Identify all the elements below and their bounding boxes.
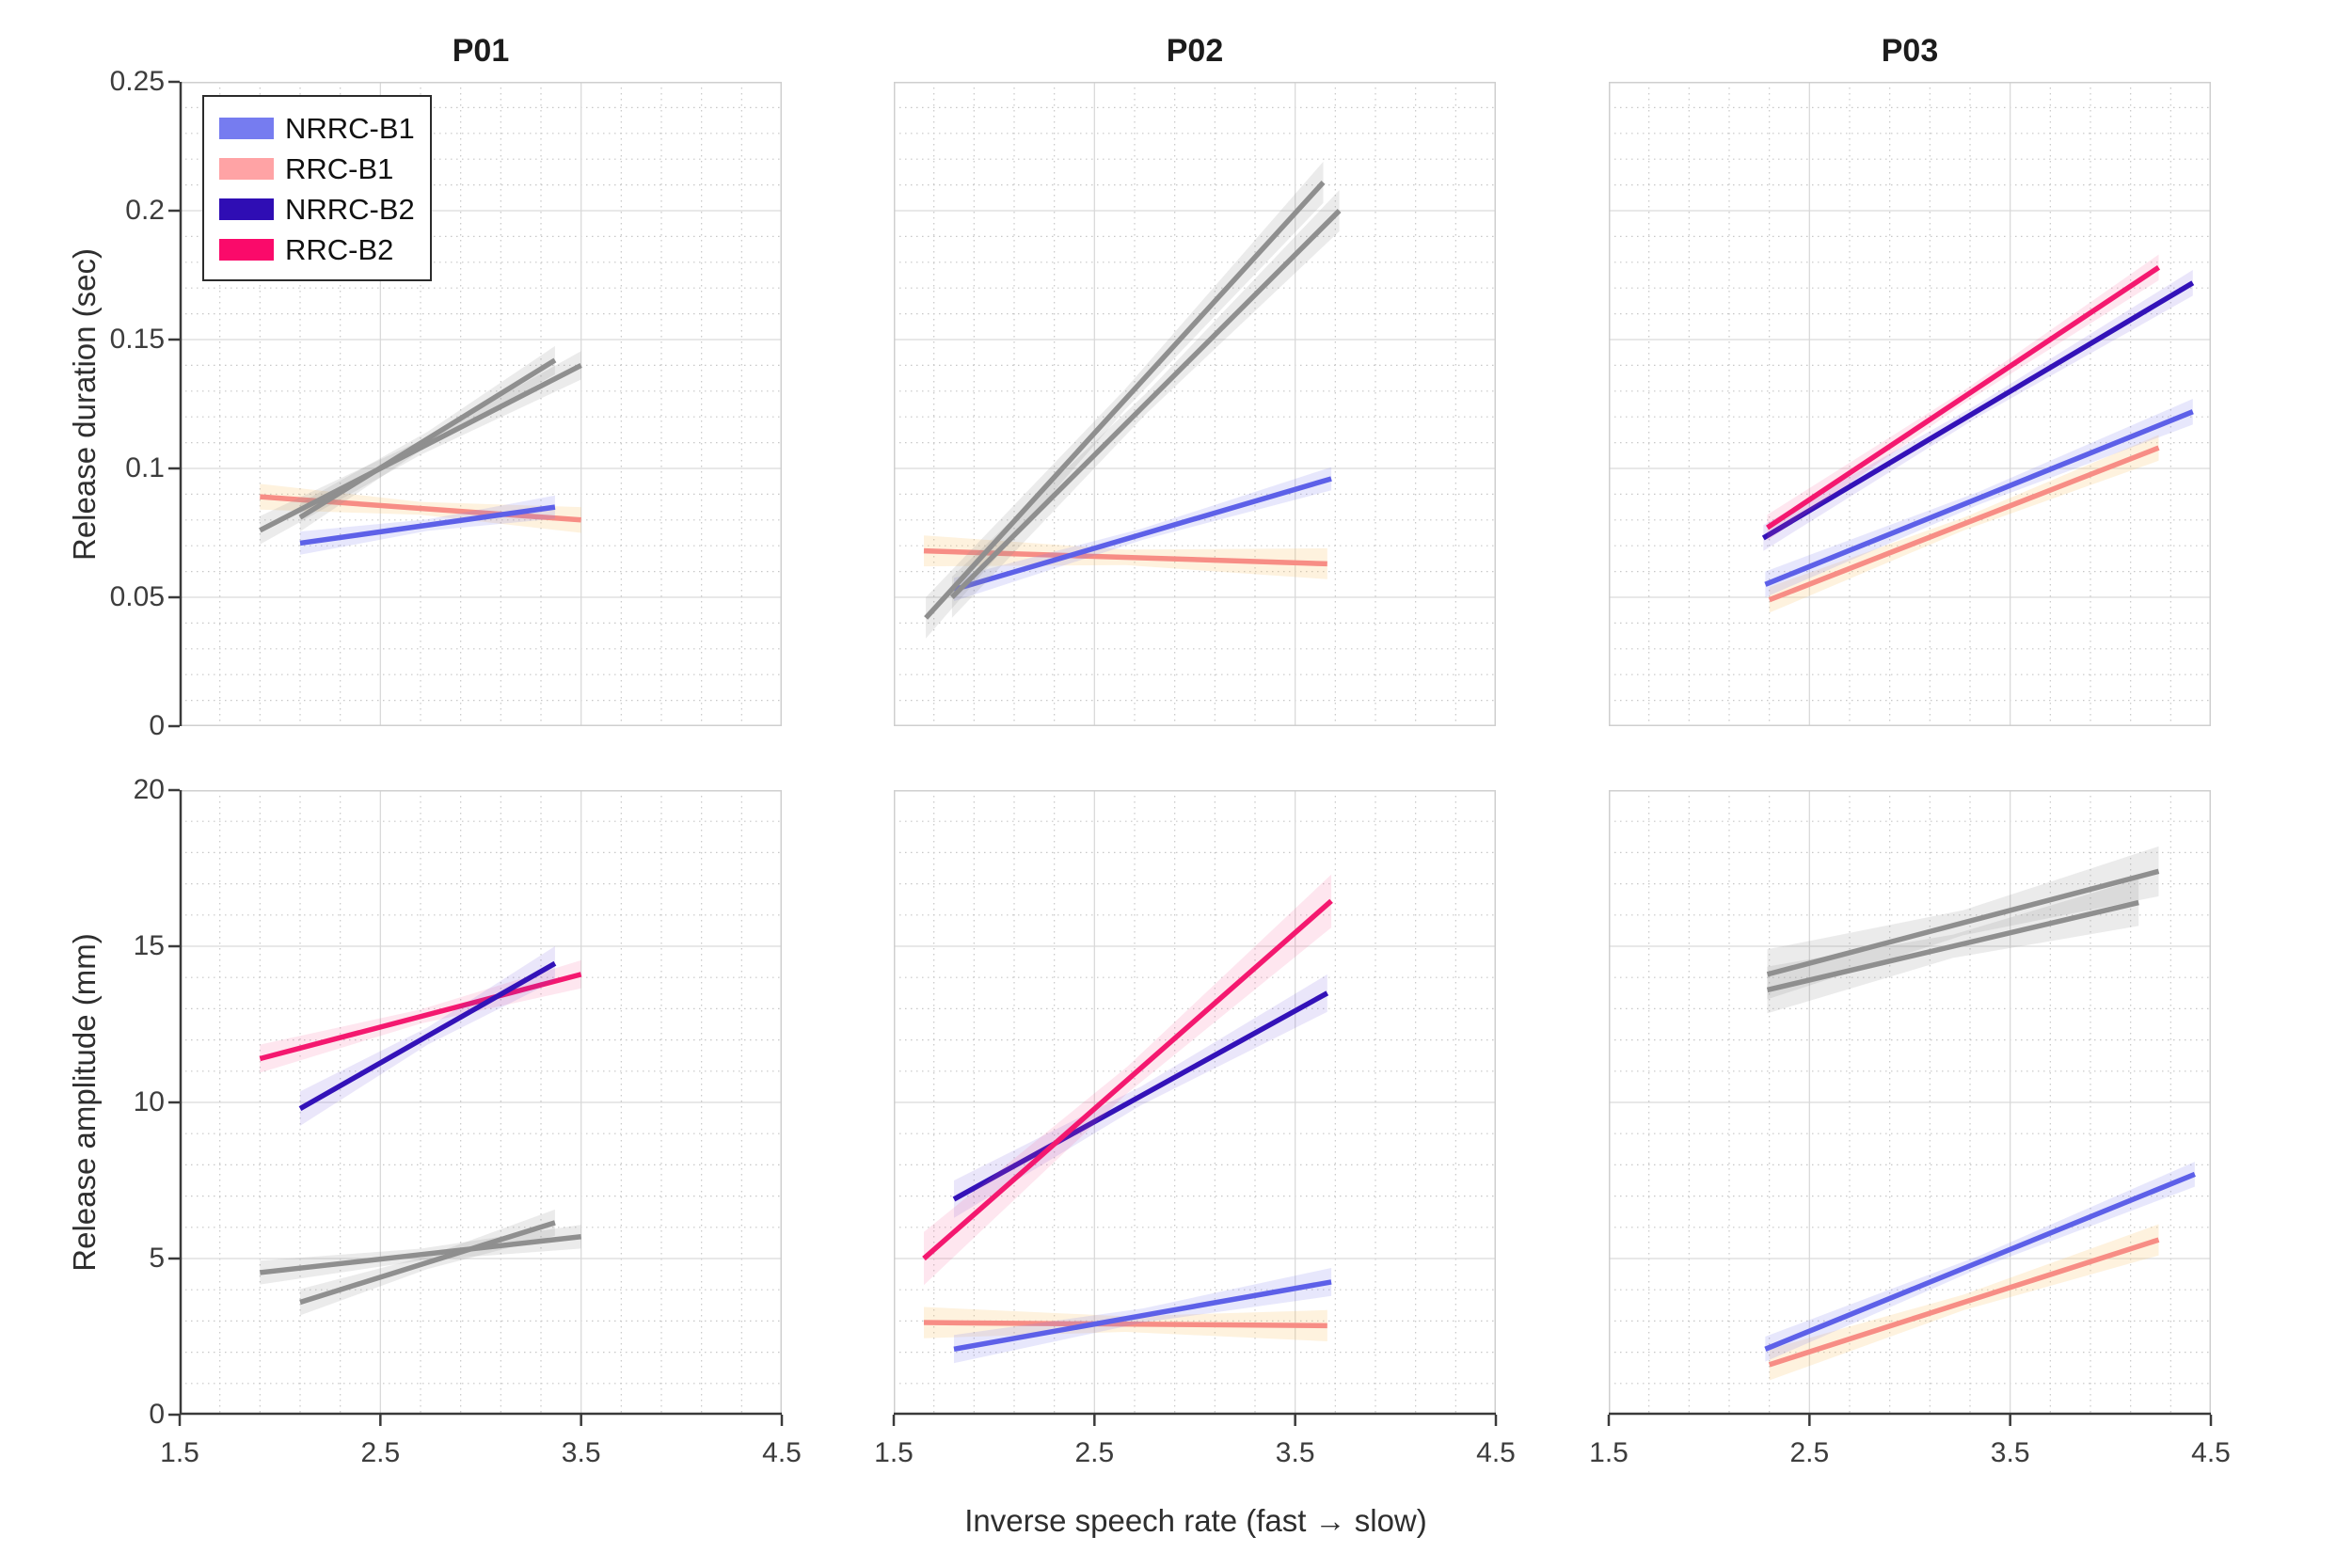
plot-p01-amplitude — [168, 788, 784, 1426]
series-line-rrc-b1 — [1768, 445, 2160, 603]
series-line-nrrc-b1 — [1764, 1171, 2196, 1352]
y-tick-label: 0 — [149, 1399, 165, 1430]
major-grid — [894, 790, 1496, 1415]
minor-grid — [1609, 82, 2211, 726]
plot-p02-duration — [894, 82, 1496, 726]
plot-p01-duration — [168, 80, 782, 728]
series-line-nrrc-b1 — [1764, 409, 2194, 587]
x-tick-label: 3.5 — [1990, 1437, 2030, 1468]
y-tick-label: 5 — [149, 1243, 165, 1274]
axis-lines — [168, 788, 784, 1426]
x-tick-label: 2.5 — [1789, 1437, 1830, 1468]
panel-p01-amplitude — [168, 788, 784, 1426]
series-line-rrc-b1 — [923, 547, 1327, 567]
y-tick-label: 0.25 — [109, 66, 165, 97]
series-line-nrrc-b1 — [299, 504, 556, 546]
series-line-rrc-b2 — [922, 898, 1333, 1261]
series-line-rrc-b2 — [1766, 264, 2161, 531]
y-axis-label-duration: Release duration (sec) — [67, 248, 102, 561]
panel-title-p01: P01 — [452, 33, 510, 69]
major-grid — [180, 790, 782, 1415]
series-line-nrrc-b2 — [1761, 280, 2195, 541]
legend-label: RRC-B2 — [285, 232, 394, 266]
series-line-nrrc-b1 — [953, 1279, 1332, 1352]
axis-lines — [892, 1412, 1498, 1426]
minor-grid — [894, 82, 1496, 726]
legend-swatch-rrc-b1 — [219, 158, 274, 180]
legend-swatch-nrrc-b1 — [219, 118, 274, 139]
series-line-rrc-b2 — [259, 362, 582, 533]
legend-item-nrrc-b1: NRRC-B1 — [219, 108, 415, 149]
series-line-rrc-b1 — [923, 1320, 1327, 1329]
legend-swatch-nrrc-b2 — [219, 198, 274, 220]
series-line-nrrc-b2 — [949, 209, 1342, 599]
major-grid — [180, 82, 782, 726]
panel-title-p03: P03 — [1881, 33, 1939, 69]
panel-title-p02: P02 — [1166, 33, 1224, 69]
y-tick-label: 0 — [149, 710, 165, 741]
x-tick-label: 2.5 — [360, 1437, 401, 1468]
x-tick-label: 4.5 — [762, 1437, 802, 1468]
series-line-nrrc-b2 — [952, 990, 1329, 1202]
y-tick-label: 0.2 — [125, 195, 165, 226]
y-tick-label: 0.15 — [109, 324, 165, 355]
x-tick-label: 3.5 — [561, 1437, 601, 1468]
major-grid — [1609, 790, 2211, 1415]
series-line-nrrc-b2 — [1766, 899, 2139, 993]
y-tick-label: 0.05 — [109, 581, 165, 612]
x-tick-label: 1.5 — [874, 1437, 914, 1468]
legend-swatch-rrc-b2 — [219, 239, 274, 261]
plot-p03-amplitude — [1607, 790, 2213, 1426]
series-line-rrc-b1 — [260, 1234, 581, 1275]
minor-grid — [1609, 790, 2211, 1415]
legend-label: NRRC-B2 — [285, 192, 415, 226]
panel-p03-amplitude — [1607, 790, 2213, 1426]
series-line-nrrc-b2 — [298, 357, 557, 520]
axis-lines — [168, 80, 183, 728]
axis-lines — [1607, 1412, 2213, 1426]
panel-p02-amplitude — [892, 790, 1498, 1426]
panel-p03-duration — [1609, 82, 2211, 726]
x-tick-label: 2.5 — [1074, 1437, 1115, 1468]
series-line-nrrc-b1 — [953, 476, 1332, 593]
legend: NRRC-B1 RRC-B1 NRRC-B2 RRC-B2 — [202, 95, 432, 281]
panel-p01-duration — [168, 80, 782, 728]
major-grid — [1609, 82, 2211, 726]
axes-box — [894, 82, 1496, 726]
legend-item-rrc-b1: RRC-B1 — [219, 149, 415, 189]
y-tick-label: 15 — [133, 930, 165, 961]
x-tick-label: 4.5 — [1476, 1437, 1516, 1468]
series-line-rrc-b2 — [259, 972, 582, 1062]
major-grid — [894, 82, 1496, 726]
x-tick-label: 4.5 — [2191, 1437, 2231, 1468]
x-tick-label: 1.5 — [1589, 1437, 1629, 1468]
legend-item-nrrc-b2: NRRC-B2 — [219, 189, 415, 230]
plot-p02-amplitude — [892, 790, 1498, 1426]
axes-box — [1609, 82, 2211, 726]
panel-p02-duration — [894, 82, 1496, 726]
x-tick-label: 1.5 — [160, 1437, 199, 1468]
y-tick-label: 0.1 — [125, 452, 165, 483]
y-tick-label: 20 — [133, 774, 165, 805]
legend-label: RRC-B1 — [285, 151, 394, 185]
series-line-nrrc-b1 — [299, 1220, 556, 1306]
series-line-rrc-b2 — [924, 181, 1326, 620]
series-line-rrc-b1 — [1768, 1237, 2160, 1368]
series-line-rrc-b2 — [1766, 868, 2160, 977]
y-tick-label: 10 — [133, 1086, 165, 1117]
x-tick-label: 3.5 — [1275, 1437, 1315, 1468]
plot-p03-duration — [1609, 82, 2211, 726]
x-axis-label: Inverse speech rate (fast → slow) — [964, 1503, 1427, 1538]
series-line-nrrc-b2 — [298, 960, 557, 1112]
legend-label: NRRC-B1 — [285, 111, 415, 145]
legend-item-rrc-b2: RRC-B2 — [219, 230, 415, 270]
minor-grid — [180, 790, 782, 1415]
